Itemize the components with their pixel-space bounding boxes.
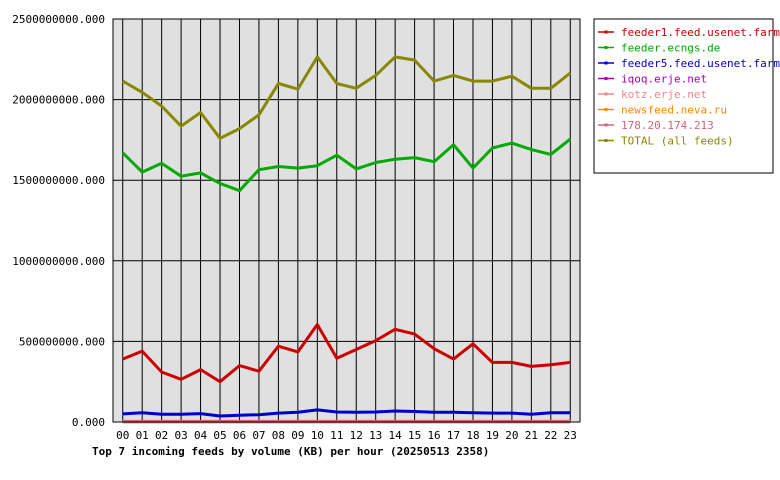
legend-label-3: iqoq.erje.net	[621, 73, 707, 86]
x-tick-label-06: 06	[233, 429, 246, 442]
legend: feeder1.feed.usenet.farm feeder.ecngs.de f…	[593, 18, 780, 174]
x-tick-label-20: 20	[505, 429, 518, 442]
x-tick-label-17: 17	[447, 429, 460, 442]
x-tick-label-22: 22	[544, 429, 557, 442]
x-tick-label-01: 01	[136, 429, 149, 442]
legend-box	[593, 18, 774, 174]
legend-label-7: TOTAL (all feeds)	[621, 135, 734, 148]
x-tick-label-11: 11	[330, 429, 343, 442]
x-tick-label-18: 18	[466, 429, 479, 442]
x-tick-label-07: 07	[252, 429, 265, 442]
x-tick-label-12: 12	[350, 429, 363, 442]
y-tick-label-4: 2000000000.000	[12, 94, 105, 107]
legend-marker-5	[604, 108, 608, 111]
y-tick-label-3: 1500000000.000	[12, 174, 105, 187]
legend-label-0: feeder1.feed.usenet.farm	[621, 26, 780, 39]
legend-label-1: feeder.ecngs.de	[621, 42, 720, 55]
x-tick-label-16: 16	[427, 429, 440, 442]
series-line-7	[121, 55, 572, 140]
x-tick-label-13: 13	[369, 429, 382, 442]
legend-marker-1	[604, 46, 608, 49]
x-tick-label-03: 03	[174, 429, 187, 442]
legend-marker-6	[604, 123, 608, 127]
legend-label-2: feeder5.feed.usenet.farm	[621, 57, 780, 70]
x-tick-label-19: 19	[486, 429, 499, 442]
legend-marker-0	[604, 30, 608, 34]
x-tick-label-10: 10	[311, 429, 324, 442]
x-tick-label-08: 08	[272, 429, 285, 442]
x-tick-label-14: 14	[389, 429, 403, 442]
x-tick-label-21: 21	[525, 429, 538, 442]
x-tick-label-02: 02	[155, 429, 168, 442]
series-line-1	[121, 137, 572, 193]
legend-marker-3	[604, 77, 608, 80]
x-tick-label-09: 09	[291, 429, 304, 442]
y-tick-label-1: 500000000.000	[19, 335, 105, 348]
series-line-0	[122, 323, 571, 384]
y-tick-label-5: 2500000000.000	[12, 13, 105, 26]
axes: 0.000 500000000.000 1000000000.000 15000000…	[12, 13, 581, 442]
series-line-2	[122, 408, 571, 418]
legend-label-6: 178.20.174.213	[621, 119, 714, 132]
y-tick-label-2: 1000000000.000	[12, 255, 105, 268]
legend-label-4: kotz.erje.net	[621, 88, 707, 101]
x-tick-label-04: 04	[194, 429, 208, 442]
y-tick-label-0: 0.000	[72, 416, 105, 429]
chart-title: Top 7 incoming feeds by volume (KB) per …	[92, 445, 489, 458]
legend-marker-7	[604, 139, 608, 142]
x-tick-label-23: 23	[564, 429, 577, 442]
legend-label-5: newsfeed.neva.ru	[621, 104, 727, 117]
x-tick-label-00: 00	[116, 429, 129, 442]
legend-marker-4	[604, 92, 608, 96]
plot-frame	[112, 18, 581, 423]
x-tick-label-15: 15	[408, 429, 421, 442]
legend-marker-2	[604, 61, 608, 65]
x-tick-label-05: 05	[213, 429, 226, 442]
